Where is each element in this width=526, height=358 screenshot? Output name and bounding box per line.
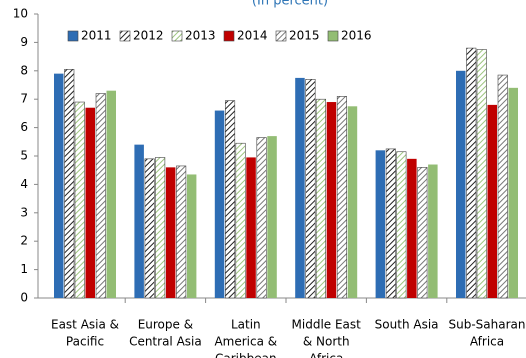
legend-label: 2011: [81, 29, 112, 43]
bar: [305, 79, 316, 299]
y-tick-label: 0: [20, 291, 28, 305]
x-tick-label: & North: [303, 335, 350, 349]
bar: [476, 49, 487, 299]
bar: [106, 90, 116, 299]
x-tick-label: Central Asia: [129, 335, 202, 349]
x-tick-label: Pacific: [66, 335, 104, 349]
legend-swatch: [119, 30, 131, 42]
bar: [347, 106, 358, 298]
bar: [144, 158, 155, 299]
bar: [225, 100, 236, 299]
legend-swatch: [327, 30, 339, 42]
y-tick-label: 1: [20, 262, 28, 276]
bar: [428, 164, 438, 298]
bar: [54, 73, 64, 298]
legend-swatch: [223, 30, 235, 42]
x-tick-label: Sub-Saharan: [449, 318, 526, 332]
bar: [487, 104, 497, 298]
x-tick-label: America &: [214, 335, 277, 349]
bar: [315, 98, 327, 299]
y-tick-label: 7: [20, 92, 28, 106]
bar: [214, 110, 225, 298]
bar: [396, 151, 407, 299]
legend-label: 2016: [341, 29, 372, 43]
bar: [186, 174, 197, 298]
legend-swatch: [275, 30, 287, 42]
bar: [176, 165, 187, 299]
x-tick-label: Africa: [470, 335, 504, 349]
legend-label: 2014: [237, 29, 268, 43]
y-tick-label: 5: [20, 149, 28, 163]
bar: [385, 148, 396, 299]
x-tick-label: Caribbean: [215, 352, 277, 358]
bar: [165, 167, 176, 298]
x-tick-label: Europe &: [138, 318, 193, 332]
x-tick-label: Africa: [309, 352, 343, 358]
bar: [95, 93, 106, 299]
x-tick-label: Latin: [231, 318, 261, 332]
x-tick-label: Middle East: [292, 318, 362, 332]
y-tick-label: 8: [20, 63, 28, 77]
bar: [407, 158, 417, 298]
bar: [508, 87, 518, 298]
bar: [456, 70, 466, 298]
bar: [155, 157, 166, 299]
x-tick-label: South Asia: [375, 318, 439, 332]
bar: [326, 102, 337, 298]
bar: [417, 167, 428, 299]
bar: [336, 96, 348, 299]
bar: [497, 74, 508, 299]
bar: [85, 107, 95, 298]
bar: [235, 142, 246, 299]
bar: [74, 101, 85, 299]
bar: [256, 137, 267, 299]
bar: [246, 157, 256, 298]
legend-swatch: [171, 30, 183, 42]
bar: [375, 150, 386, 298]
y-tick-label: 10: [13, 7, 28, 21]
y-tick-label: 6: [20, 120, 28, 134]
legend-label: 2012: [133, 29, 164, 43]
legend-swatch: [67, 30, 79, 42]
bar: [295, 77, 305, 299]
legend-label: 2013: [185, 29, 216, 43]
y-tick-label: 2: [20, 234, 28, 248]
bar: [134, 144, 144, 298]
x-tick-label: East Asia &: [51, 318, 119, 332]
chart-title: (In percent): [252, 0, 328, 9]
bar: [64, 69, 75, 299]
bar: [267, 136, 277, 298]
y-tick-label: 9: [20, 35, 28, 49]
legend-label: 2015: [289, 29, 320, 43]
bar: [466, 47, 477, 299]
y-tick-label: 4: [20, 177, 28, 191]
y-tick-label: 3: [20, 205, 28, 219]
